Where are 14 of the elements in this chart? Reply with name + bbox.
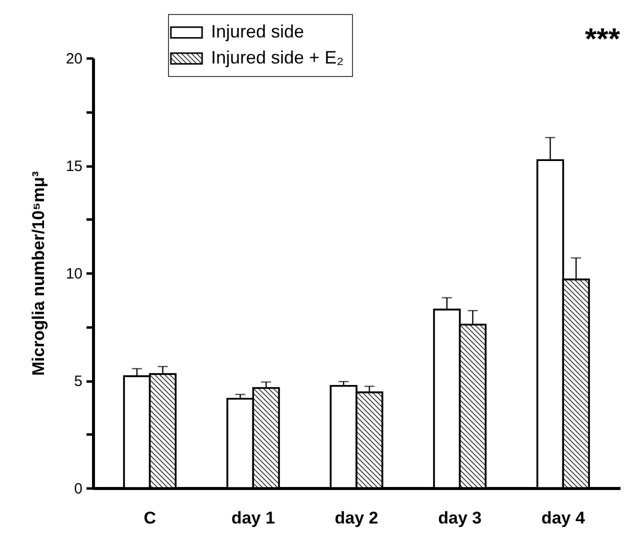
y-tick-label: 20 [66,50,82,68]
y-axis-title: Microglia number/10⁵mμ³ [28,170,48,376]
x-tick-label: day 3 [438,508,482,528]
legend-label: Injured side + E₂ [211,48,344,68]
y-tick-label: 10 [66,266,82,282]
y-tick-label: 0 [74,480,82,498]
x-tick-label: day 1 [231,508,275,528]
x-tick-label: day 4 [541,508,586,528]
y-tick-label: 15 [66,158,82,175]
x-tick-label: C [144,508,156,528]
legend-label: Injured side [211,22,304,42]
x-tick-label: day 2 [334,508,378,528]
text: *** [584,23,620,56]
y-tick-label: 5 [74,373,82,390]
